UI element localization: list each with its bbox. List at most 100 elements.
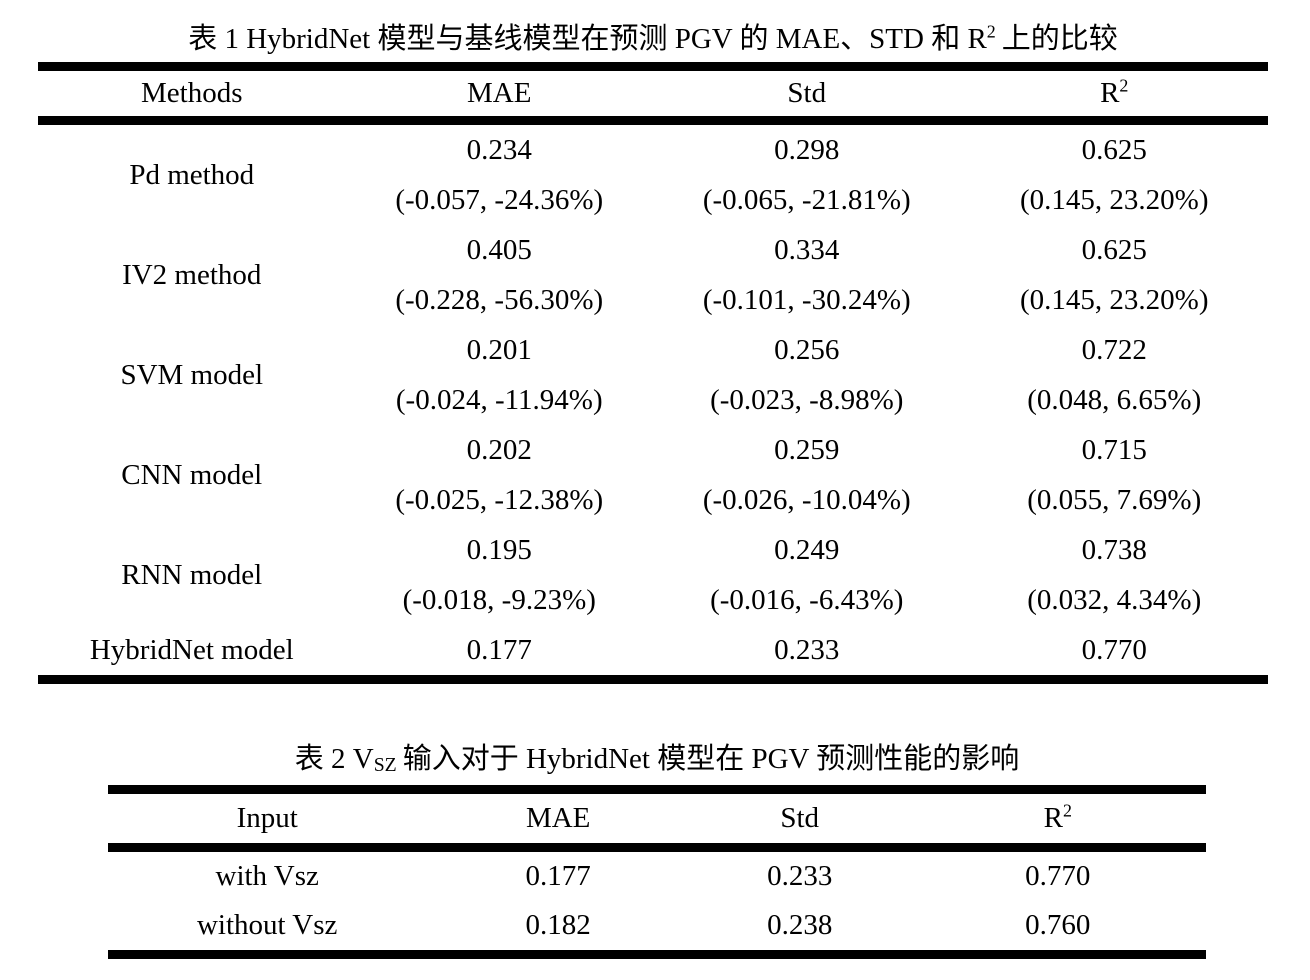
- method-cell: RNN model: [38, 525, 346, 625]
- mae-cell: 0.202 (-0.025, -12.38%): [346, 425, 654, 525]
- table2-section: 表 2 VSZ 输入对于 HybridNet 模型在 PGV 预测性能的影响 In…: [108, 733, 1206, 959]
- table2-header-r2-base: R: [1043, 802, 1063, 834]
- table-row: IV2 method 0.405 (-0.228, -56.30%) 0.334…: [38, 225, 1268, 325]
- table-row: without Vsz 0.182 0.238 0.760: [108, 901, 1206, 955]
- std-delta: (-0.023, -8.98%): [710, 384, 904, 416]
- method-label: HybridNet model: [89, 634, 294, 666]
- table2-header-r2-sup: 2: [1062, 800, 1072, 821]
- table1-header-mae: MAE: [467, 77, 532, 109]
- r2-delta: (0.145, 23.20%): [1020, 184, 1209, 216]
- table2-caption-text: 表 2 V: [294, 743, 374, 775]
- method-cell: IV2 method: [38, 225, 346, 325]
- r2-value: 0.625: [1081, 134, 1147, 166]
- std-value: 0.233: [774, 634, 840, 666]
- std-delta: (-0.026, -10.04%): [702, 484, 911, 516]
- r2-delta: (0.055, 7.69%): [1027, 484, 1202, 516]
- method-cell: CNN model: [38, 425, 346, 525]
- mae-value: 0.202: [466, 434, 532, 466]
- table-row: SVM model 0.201 (-0.024, -11.94%) 0.256 …: [38, 325, 1268, 425]
- mae-value: 0.201: [466, 334, 532, 366]
- std-delta: (-0.101, -30.24%): [702, 284, 911, 316]
- std-delta: (-0.065, -21.81%): [702, 184, 911, 216]
- r2-cell: 0.760: [1025, 909, 1091, 941]
- table2-header-r2: R2: [910, 790, 1206, 848]
- method-label: Pd method: [129, 159, 255, 191]
- method-cell: SVM model: [38, 325, 346, 425]
- r2-cell: 0.625 (0.145, 23.20%): [961, 121, 1269, 226]
- table2-header-mae: MAE: [525, 802, 591, 834]
- table1-header-r2-base: R: [1100, 77, 1120, 109]
- table-row: CNN model 0.202 (-0.025, -12.38%) 0.259 …: [38, 425, 1268, 525]
- std-cell: 0.256 (-0.023, -8.98%): [653, 325, 961, 425]
- table2-caption-subscript: SZ: [373, 753, 397, 776]
- table-row: Pd method 0.234 (-0.057, -24.36%) 0.298 …: [38, 121, 1268, 226]
- std-value: 0.298: [774, 134, 840, 166]
- mae-delta: (-0.057, -24.36%): [395, 184, 604, 216]
- table2-header-std: Std: [780, 802, 820, 834]
- mae-cell: 0.177: [525, 860, 591, 892]
- std-cell: 0.233: [767, 860, 833, 892]
- mae-delta: (-0.024, -11.94%): [395, 384, 603, 416]
- method-cell: HybridNet model: [38, 625, 346, 680]
- r2-value: 0.625: [1081, 234, 1147, 266]
- mae-delta: (-0.228, -56.30%): [395, 284, 604, 316]
- method-label: IV2 method: [122, 259, 262, 291]
- table2-caption: 表 2 VSZ 输入对于 HybridNet 模型在 PGV 预测性能的影响: [108, 733, 1206, 785]
- r2-cell: 0.770: [961, 625, 1269, 680]
- table1-caption-suffix: 上的比较: [1001, 23, 1118, 55]
- method-label: RNN model: [121, 559, 263, 591]
- mae-value: 0.405: [466, 234, 532, 266]
- std-cell: 0.238: [767, 909, 833, 941]
- mae-cell: 0.182: [525, 909, 591, 941]
- std-cell: 0.298 (-0.065, -21.81%): [653, 121, 961, 226]
- r2-value: 0.715: [1081, 434, 1147, 466]
- table1-section: 表 1 HybridNet 模型与基线模型在预测 PGV 的 MAE、STD 和…: [38, 16, 1268, 684]
- std-cell: 0.233: [653, 625, 961, 680]
- mae-cell: 0.234 (-0.057, -24.36%): [346, 121, 654, 226]
- table1: Methods MAE Std R2 Pd method 0.234 (-0.0…: [38, 62, 1268, 684]
- std-cell: 0.334 (-0.101, -30.24%): [653, 225, 961, 325]
- table1-caption: 表 1 HybridNet 模型与基线模型在预测 PGV 的 MAE、STD 和…: [38, 16, 1268, 62]
- mae-value: 0.177: [466, 634, 532, 666]
- table2-header-row: Input MAE Std R2: [108, 790, 1206, 848]
- mae-cell: 0.405 (-0.228, -56.30%): [346, 225, 654, 325]
- method-label: SVM model: [120, 359, 264, 391]
- mae-delta: (-0.025, -12.38%): [395, 484, 604, 516]
- r2-cell: 0.715 (0.055, 7.69%): [961, 425, 1269, 525]
- mae-cell: 0.195 (-0.018, -9.23%): [346, 525, 654, 625]
- mae-cell: 0.201 (-0.024, -11.94%): [346, 325, 654, 425]
- table2: Input MAE Std R2 with Vsz 0.177 0.233 0.…: [108, 785, 1206, 959]
- mae-delta: (-0.018, -9.23%): [402, 584, 596, 616]
- r2-delta: (0.048, 6.65%): [1027, 384, 1202, 416]
- table1-header-std: Std: [787, 77, 827, 109]
- std-delta: (-0.016, -6.43%): [710, 584, 904, 616]
- r2-cell: 0.770: [1025, 860, 1091, 892]
- input-cell: without Vsz: [196, 909, 338, 941]
- r2-value: 0.770: [1081, 634, 1147, 666]
- table1-header-r2: R2: [961, 67, 1269, 121]
- table1-header-methods: Methods: [141, 77, 243, 109]
- mae-cell: 0.177: [346, 625, 654, 680]
- table2-header-input: Input: [236, 802, 298, 834]
- std-value: 0.334: [774, 234, 840, 266]
- std-cell: 0.259 (-0.026, -10.04%): [653, 425, 961, 525]
- r2-value: 0.738: [1081, 534, 1147, 566]
- mae-value: 0.234: [466, 134, 532, 166]
- r2-cell: 0.625 (0.145, 23.20%): [961, 225, 1269, 325]
- std-value: 0.256: [774, 334, 840, 366]
- table1-caption-text: 表 1 HybridNet 模型与基线模型在预测 PGV 的 MAE、STD 和…: [188, 23, 987, 55]
- input-cell: with Vsz: [215, 860, 319, 892]
- table-row: HybridNet model 0.177 0.233 0.770: [38, 625, 1268, 680]
- table1-caption-superscript: 2: [986, 21, 996, 42]
- std-value: 0.259: [774, 434, 840, 466]
- method-label: CNN model: [121, 459, 263, 491]
- r2-delta: (0.145, 23.20%): [1020, 284, 1209, 316]
- table-row: with Vsz 0.177 0.233 0.770: [108, 848, 1206, 902]
- table1-header-row: Methods MAE Std R2: [38, 67, 1268, 121]
- table-row: RNN model 0.195 (-0.018, -9.23%) 0.249 (…: [38, 525, 1268, 625]
- table2-caption-suffix: 输入对于 HybridNet 模型在 PGV 预测性能的影响: [402, 743, 1020, 775]
- table1-header-r2-sup: 2: [1119, 75, 1129, 96]
- mae-value: 0.195: [466, 534, 532, 566]
- r2-cell: 0.722 (0.048, 6.65%): [961, 325, 1269, 425]
